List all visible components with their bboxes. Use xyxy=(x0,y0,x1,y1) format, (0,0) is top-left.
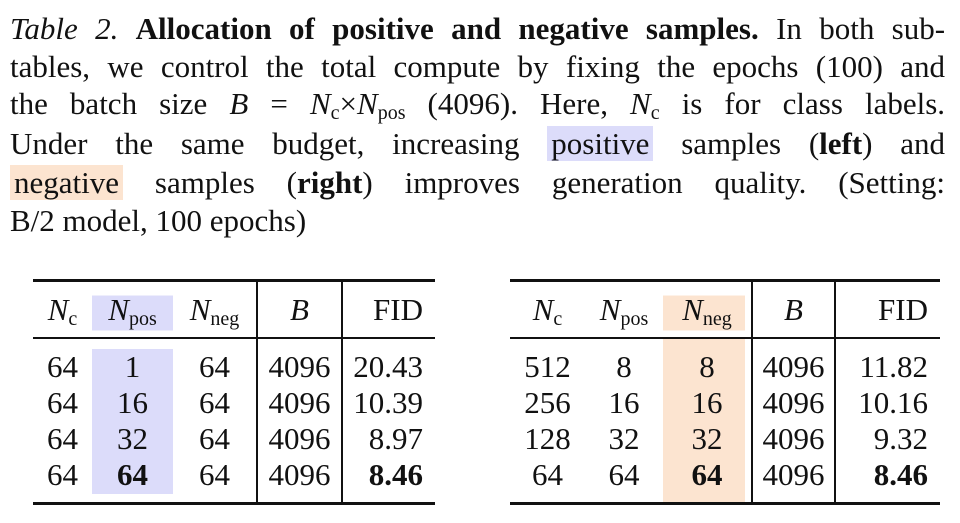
math-times: × xyxy=(339,86,357,121)
cell-npos: 32 xyxy=(608,421,640,456)
cell-b: 4096 xyxy=(256,385,342,421)
caption-line: negative samples (right) improves genera… xyxy=(10,164,945,202)
caption-text: samples (right) improves generation qual… xyxy=(154,165,945,200)
table-right: Nc Npos Nneg B FID 512 8 8 4096 11.82 256 16 16… xyxy=(510,279,940,505)
table-row: 64 1 64 4096 20.43 xyxy=(33,338,435,385)
cell-b: 4096 xyxy=(751,421,835,457)
math-nc: Nc xyxy=(630,86,660,124)
header-row: Nc Npos Nneg B FID xyxy=(510,279,940,339)
cell-b: 4096 xyxy=(751,457,835,505)
cell-fid: 8.46 xyxy=(834,457,940,505)
caption-title: Allocation of positive and negative samp… xyxy=(135,11,759,46)
cell-b: 4096 xyxy=(751,385,835,421)
caption-line: Table 2. Allocation of positive and nega… xyxy=(10,10,945,48)
caption-text: In both sub- xyxy=(776,11,946,46)
cell-nc: 512 xyxy=(524,349,571,384)
cell-npos: 64 xyxy=(92,457,173,505)
cell-fid: 11.82 xyxy=(834,338,940,385)
header-fid: FID xyxy=(341,279,435,339)
math-b: B xyxy=(229,86,249,121)
math-npos: Npos xyxy=(357,86,406,124)
cell-nc: 64 xyxy=(47,349,78,384)
cell-fid: 10.39 xyxy=(341,385,435,421)
cell-b: 4096 xyxy=(256,338,342,385)
table-row: 64 32 64 4096 8.97 xyxy=(33,421,435,457)
cell-nneg: 64 xyxy=(199,349,230,384)
caption-line: Under the same budget, increasing positi… xyxy=(10,125,945,163)
table-row: 64 64 64 4096 8.46 xyxy=(510,457,940,505)
cell-fid: 9.32 xyxy=(834,421,940,457)
cell-nneg: 32 xyxy=(663,421,752,457)
cell-nneg: 64 xyxy=(173,457,257,505)
cell-fid: 8.97 xyxy=(341,421,435,457)
cell-nneg: 64 xyxy=(199,385,230,420)
cell-b: 4096 xyxy=(751,338,835,385)
cell-nc: 64 xyxy=(47,421,78,456)
caption-text: (4096). Here, xyxy=(427,86,608,121)
header-nc: Nc xyxy=(33,279,92,339)
table-row: 256 16 16 4096 10.16 xyxy=(510,385,940,421)
caption-line: the batch size B = Nc×Npos (4096). Here,… xyxy=(10,85,945,123)
caption-text: samples (left) and xyxy=(681,126,945,161)
caption-text: the batch size xyxy=(10,86,208,121)
header-b: B xyxy=(751,279,835,339)
header-nneg: Nneg xyxy=(173,279,257,339)
cell-b: 4096 xyxy=(256,421,342,457)
cell-nc: 64 xyxy=(33,457,92,505)
cell-fid: 10.16 xyxy=(834,385,940,421)
math-eq: = xyxy=(270,86,288,121)
table-row: 64 16 64 4096 10.39 xyxy=(33,385,435,421)
header-nneg: Nneg xyxy=(663,279,752,339)
cell-b: 4096 xyxy=(256,457,342,505)
header-npos: Npos xyxy=(585,279,663,339)
cell-fid: 8.46 xyxy=(341,457,435,505)
cell-npos: 64 xyxy=(585,457,663,505)
cell-nneg: 8 xyxy=(663,338,752,385)
cell-nc: 128 xyxy=(524,421,571,456)
highlight-positive: positive xyxy=(547,126,654,161)
cell-nc: 64 xyxy=(510,457,585,505)
header-b: B xyxy=(256,279,342,339)
cell-nneg: 16 xyxy=(663,385,752,421)
cell-nneg: 64 xyxy=(199,421,230,456)
cell-nc: 256 xyxy=(524,385,571,420)
cell-npos: 16 xyxy=(608,385,640,420)
cell-nneg: 64 xyxy=(663,457,752,505)
math-nc: Nc xyxy=(309,86,340,124)
cell-fid: 20.43 xyxy=(341,338,435,385)
caption-text: is for class labels. xyxy=(681,86,946,121)
caption-line: B/2 model, 100 epochs) xyxy=(10,203,307,238)
cell-npos: 1 xyxy=(92,338,173,385)
cell-nc: 64 xyxy=(47,385,78,420)
cell-npos: 32 xyxy=(92,421,173,457)
table-left: Nc Npos Nneg B FID 64 1 64 4096 20.43 64 16 64 4… xyxy=(33,279,435,505)
table-label: Table 2. xyxy=(10,11,119,46)
table-row: 64 64 64 4096 8.46 xyxy=(33,457,435,505)
header-fid: FID xyxy=(834,279,940,339)
header-npos: Npos xyxy=(92,279,173,339)
caption-text: Under the same budget, increasing xyxy=(10,126,520,161)
table-row: 512 8 8 4096 11.82 xyxy=(510,338,940,385)
header-row: Nc Npos Nneg B FID xyxy=(33,279,435,339)
cell-npos: 16 xyxy=(92,385,173,421)
highlight-negative: negative xyxy=(10,165,124,200)
cell-npos: 8 xyxy=(616,349,632,384)
table-row: 128 32 32 4096 9.32 xyxy=(510,421,940,457)
header-nc: Nc xyxy=(510,279,585,339)
caption-line: tables, we control the total compute by … xyxy=(10,49,945,84)
